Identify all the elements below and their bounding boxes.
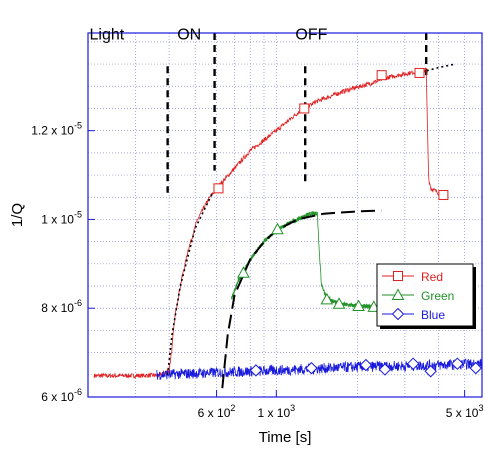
x-tick-exponent: 3 [478,403,483,413]
annotation-label: OFF [295,27,327,44]
x-tick-base: 5 x 10 [446,406,479,420]
x-tick-label: 1 x 103 [257,403,295,420]
legend-label-red: Red [421,270,443,284]
annotations: Light ON OFF [90,27,328,44]
y-tick-base: 8 x 10 [41,301,74,315]
markers-layer [213,67,482,378]
y-tick-exponent: -5 [74,121,82,131]
y-tick-label: 8 x 10-6 [41,298,82,315]
x-axis-title: Time [s] [259,429,312,446]
grid [88,33,482,397]
fit-curves [166,63,456,389]
x-tick-base: 6 x 10 [198,406,231,420]
marker-blue [406,357,420,370]
series-line-red [93,67,447,380]
y-tick-exponent: -6 [74,387,82,397]
marker-blue [424,365,437,378]
marker-blue [305,361,318,375]
x-tick-exponent: 2 [230,403,235,413]
red-fit [166,192,214,375]
y-tick-exponent: -5 [74,209,82,219]
marker-red [299,103,310,114]
y-tick-base: 1 x 10 [41,212,74,226]
legend-marker-green [391,288,405,300]
marker-blue [359,358,373,372]
marker-red [213,183,224,194]
y-tick-base: 1.2 x 10 [31,124,74,138]
marker-red [376,70,387,81]
annotation-label: Light [90,27,125,44]
marker-green [320,292,334,305]
legend-marker-red [393,271,403,281]
y-tick-label: 1.2 x 10-5 [31,121,82,138]
marker-green [237,266,250,278]
marker-blue [378,363,392,376]
y-tick-label: 1 x 10-5 [41,209,82,226]
legend: Red Green Blue [376,263,476,329]
legend-marker-blue [391,307,405,321]
plot-frame [87,32,483,398]
marker-blue [451,357,464,370]
green-fit [221,209,382,389]
x-tick-label: 5 x 103 [446,403,484,420]
marker-green [271,222,284,235]
x-tick-label: 6 x 102 [198,403,236,420]
annotation-label: ON [177,27,201,44]
series-line-blue [156,358,482,380]
light-switch-lines [166,33,428,193]
marker-green [352,299,365,311]
marker-red [414,67,425,78]
legend-label-blue: Blue [421,308,445,322]
marker-green [332,297,346,309]
x-tick-exponent: 3 [290,403,295,413]
legend-label-green: Green [421,289,454,303]
marker-blue [469,361,482,375]
y-tick-exponent: -6 [74,298,82,308]
y-tick-base: 6 x 10 [41,390,74,404]
y-axis-title: 1/Q [9,203,26,227]
marker-blue [249,364,263,377]
x-tick-base: 1 x 10 [257,406,290,420]
marker-red [438,190,449,201]
y-tick-label: 6 x 10-6 [41,387,82,404]
